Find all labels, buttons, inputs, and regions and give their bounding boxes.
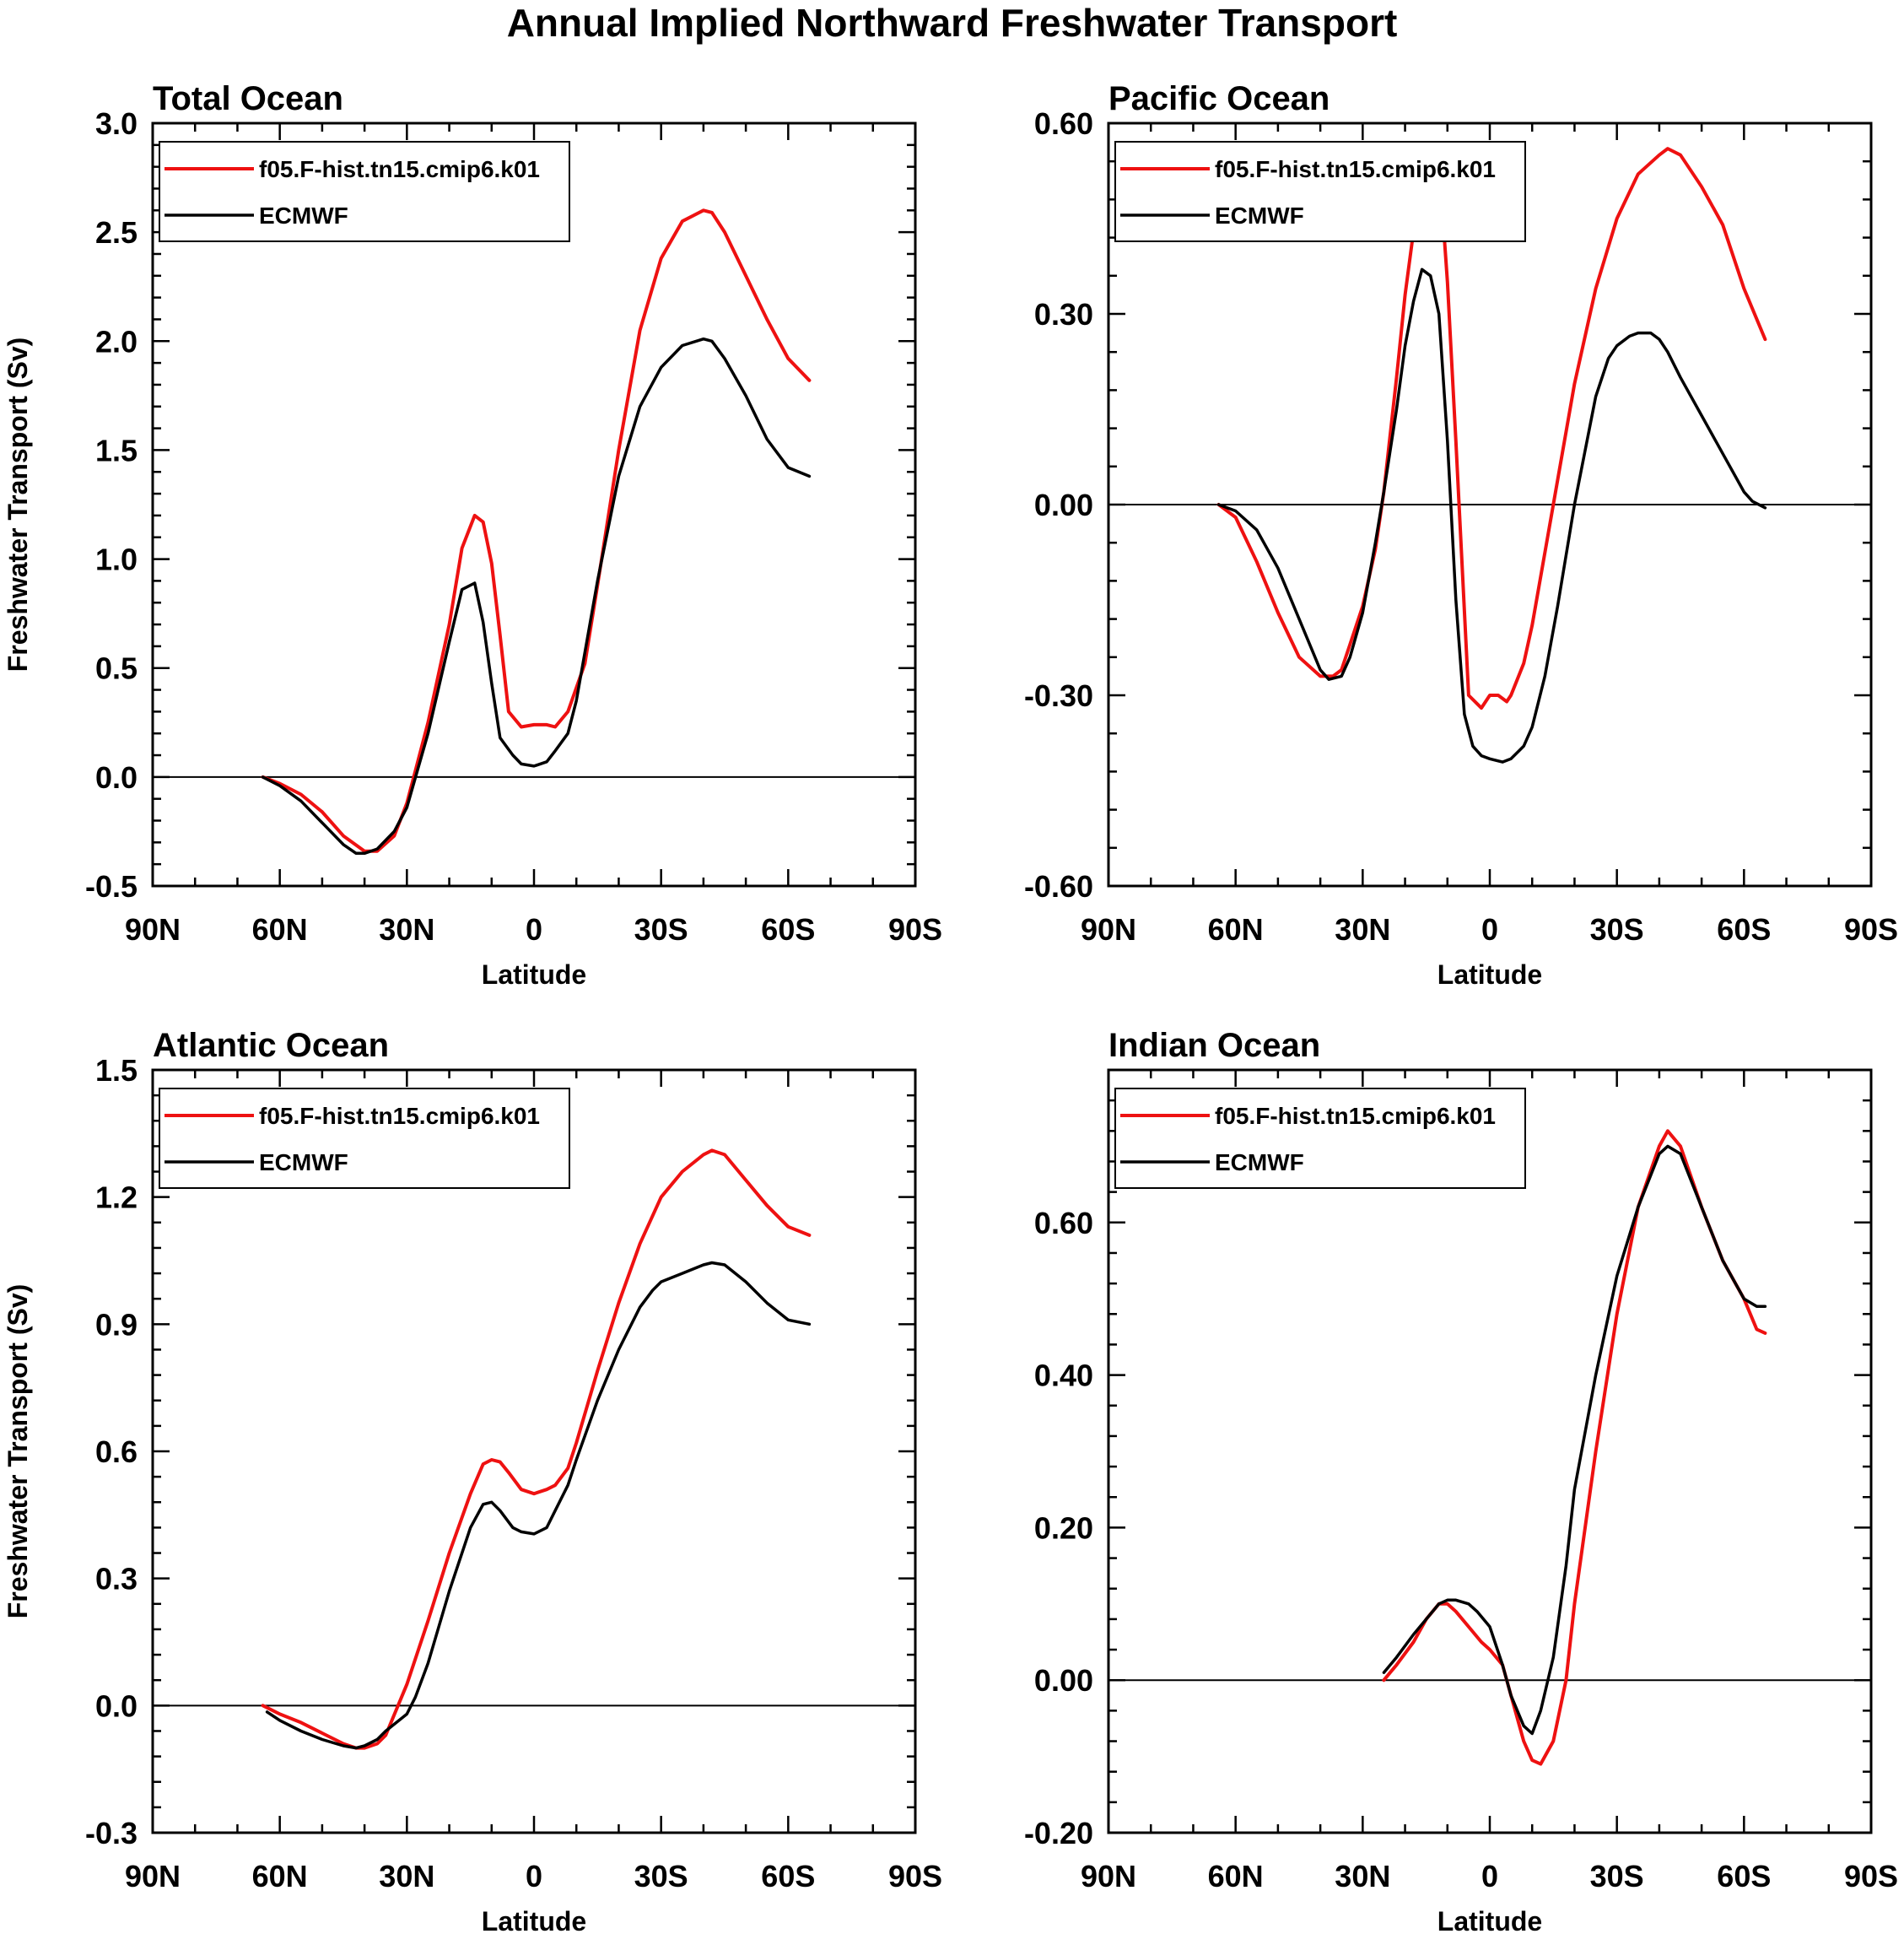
plot-frame [1107,1068,1873,1834]
x-tick-label: 90N [125,912,181,947]
chart-panel-2: Pacific Ocean -0.60 -0.30 0.00 0.30 0.60 90N 60… [1024,80,1898,990]
y-tick-label: 0.20 [1034,1510,1093,1545]
x-tick-label: 60S [1717,1859,1771,1893]
x-axis-label: Latitude [1437,959,1542,990]
y-tick-label: 1.2 [95,1180,138,1215]
chart-panel-1: Total Ocean -0.5 0.0 0.5 1.0 1.5 2.0 2.5 3.0 90N 6… [3,80,942,990]
x-tick-label: 90N [125,1859,181,1893]
x-tick-label: 0 [1481,912,1498,947]
legend: f05.F-hist.tn15.cmip6.k01 ECMWF [159,1088,570,1189]
y-tick-label: 2.0 [95,324,138,359]
y-tick-label: 0.40 [1034,1359,1093,1393]
y-tick-label: 3.0 [95,106,138,141]
x-tick-label: 90S [1844,912,1898,947]
legend-label: f05.F-hist.tn15.cmip6.k01 [1215,156,1496,182]
legend-label: f05.F-hist.tn15.cmip6.k01 [259,1103,540,1129]
x-tick-label: 60S [1717,912,1771,947]
y-tick-label: 1.5 [95,1053,138,1088]
y-tick-label: 0.00 [1034,488,1093,522]
x-axis-label: Latitude [482,959,586,990]
series-line-ecmwf [1216,267,1767,764]
y-axis-label: Freshwater Transport (Sv) [3,338,33,673]
x-tick-label: 30S [634,1859,688,1893]
panel-title: Total Ocean [153,80,343,117]
x-tick-label: 30N [379,1859,434,1893]
x-tick-label: 0 [1481,1859,1498,1893]
series-line-ecmwf [1382,1144,1767,1736]
y-tick-label: 0.30 [1034,297,1093,332]
x-tick-label: 60N [252,912,308,947]
y-tick-label: 0.0 [95,1688,138,1723]
y-tick-label: 1.0 [95,543,138,577]
x-tick-label: 90S [1844,1859,1898,1893]
legend-label: f05.F-hist.tn15.cmip6.k01 [259,156,540,182]
x-tick-label: 0 [526,912,542,947]
plot-frame [1107,122,1873,888]
plot-frame [151,1068,917,1834]
legend-label: ECMWF [1215,1149,1304,1175]
y-tick-label: 0.5 [95,651,138,686]
legend-label: ECMWF [259,203,348,229]
y-tick-label: -0.3 [85,1816,138,1850]
series-line-model [261,208,812,853]
panel-title: Indian Ocean [1108,1027,1320,1064]
panel-title: Pacific Ocean [1108,80,1330,117]
y-tick-label: 0.3 [95,1562,138,1596]
y-tick-label: 0.0 [95,760,138,795]
legend: f05.F-hist.tn15.cmip6.k01 ECMWF [1114,141,1526,242]
y-tick-label: 0.60 [1034,1206,1093,1240]
y-tick-label: -0.30 [1024,678,1093,713]
y-tick-label: 0.60 [1034,106,1093,141]
legend-label: ECMWF [1215,203,1304,229]
x-tick-label: 60N [252,1859,308,1893]
plot-frame [151,122,917,888]
y-tick-label: 1.5 [95,433,138,467]
legend: f05.F-hist.tn15.cmip6.k01 ECMWF [159,141,570,242]
panel-title: Atlantic Ocean [153,1027,389,1064]
y-tick-label: -0.60 [1024,869,1093,904]
legend-box [1114,141,1526,242]
x-tick-label: 90N [1081,1859,1136,1893]
x-tick-label: 60N [1208,1859,1264,1893]
x-tick-label: 90N [1081,912,1136,947]
x-tick-label: 90S [888,1859,942,1893]
x-tick-label: 30S [1590,1859,1644,1893]
legend-box [1114,1088,1526,1189]
chart-panel-3: Atlantic Ocean -0.3 0.0 0.3 0.6 0.9 1.2 1.5 90N 6… [3,1027,942,1936]
x-tick-label: 60N [1208,912,1264,947]
series-line-model [1216,147,1767,710]
legend-label: ECMWF [259,1149,348,1175]
x-tick-label: 30S [634,912,688,947]
x-tick-label: 90S [888,912,942,947]
figure-title: Annual Implied Northward Freshwater Tran… [506,1,1398,45]
y-axis-label: Freshwater Transport (Sv) [3,1284,33,1619]
x-tick-label: 30S [1590,912,1644,947]
y-tick-label: 0.9 [95,1307,138,1342]
y-tick-label: 0.6 [95,1434,138,1469]
series-line-ecmwf [265,1261,812,1750]
legend: f05.F-hist.tn15.cmip6.k01 ECMWF [1114,1088,1526,1189]
legend-box [159,1088,570,1189]
series-line-model [261,1148,812,1750]
series-line-model [1382,1129,1767,1766]
x-tick-label: 60S [761,912,815,947]
legend-label: f05.F-hist.tn15.cmip6.k01 [1215,1103,1496,1129]
y-tick-label: -0.5 [85,869,138,904]
y-tick-label: 2.5 [95,215,138,250]
x-axis-label: Latitude [1437,1906,1542,1936]
x-tick-label: 30N [1335,912,1390,947]
series-line-ecmwf [261,337,812,856]
x-tick-label: 30N [1335,1859,1390,1893]
y-tick-label: -0.20 [1024,1816,1093,1850]
x-tick-label: 60S [761,1859,815,1893]
y-tick-label: 0.00 [1034,1663,1093,1698]
x-tick-label: 30N [379,912,434,947]
x-tick-label: 0 [526,1859,542,1893]
chart-panel-4: Indian Ocean -0.20 0.00 0.20 0.40 0.60 90N 60N 3… [1024,1027,1898,1936]
x-axis-label: Latitude [482,1906,586,1936]
legend-box [159,141,570,242]
